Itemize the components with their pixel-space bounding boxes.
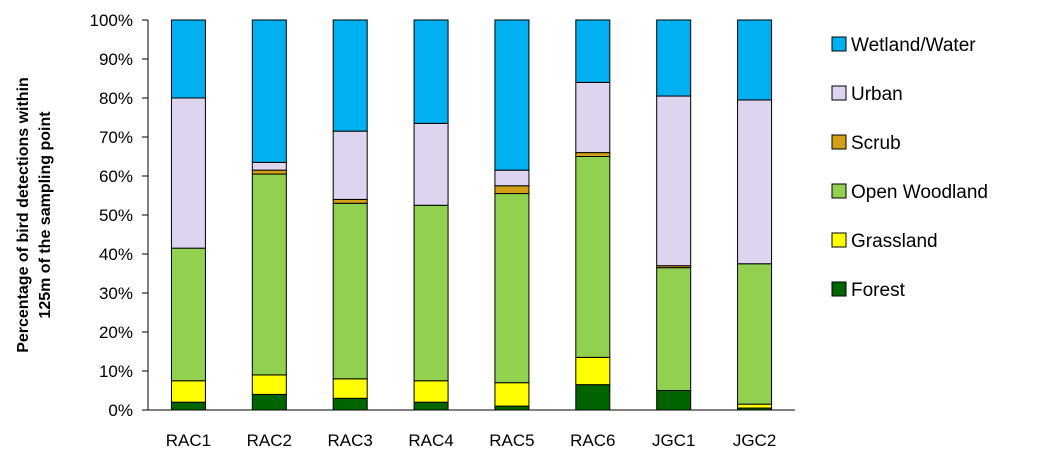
bar-segment xyxy=(737,19,773,101)
legend-label: Open Woodland xyxy=(851,182,988,203)
bars xyxy=(170,19,773,411)
bar-segment xyxy=(575,384,611,411)
bar-segment xyxy=(494,382,530,407)
bar-segment xyxy=(251,173,287,376)
x-tick-label: RAC5 xyxy=(489,431,534,450)
bar-segment xyxy=(656,95,692,267)
bar-stack xyxy=(251,19,287,411)
bar-segment xyxy=(170,247,206,382)
bar-segment xyxy=(251,19,287,163)
bar-segment xyxy=(170,401,206,411)
bar-segment xyxy=(170,97,206,249)
bar-segment xyxy=(332,202,368,380)
bar-stack xyxy=(332,19,368,411)
legend-item: Wetland/Water xyxy=(831,35,976,56)
y-tick-label: 50% xyxy=(99,206,133,225)
legend-item: Open Woodland xyxy=(831,182,988,203)
bar-segment xyxy=(656,390,692,411)
legend-label: Wetland/Water xyxy=(851,35,976,56)
legend-label: Forest xyxy=(851,280,906,301)
axes xyxy=(147,20,795,411)
legend-item: Forest xyxy=(831,280,906,301)
legend-swatch xyxy=(831,232,847,248)
y-tick-label: 80% xyxy=(99,89,133,108)
bar-segment xyxy=(251,393,287,411)
y-tick-label: 40% xyxy=(99,245,133,264)
x-tick-label: RAC3 xyxy=(328,431,373,450)
legend-swatch xyxy=(831,134,847,150)
bar-segment xyxy=(170,380,206,403)
y-axis-title: Percentage of bird detections within 125… xyxy=(15,77,54,353)
x-axis-ticks: RAC1 RAC2 RAC3 RAC4 RAC5 RAC6 JGC1 JGC2 xyxy=(166,431,777,450)
bar-segment xyxy=(656,19,692,97)
bar-segment xyxy=(494,169,530,187)
x-tick-label: RAC6 xyxy=(570,431,615,450)
bar-segment xyxy=(494,185,530,195)
y-tick-label: 0% xyxy=(108,401,133,420)
y-tick-label: 90% xyxy=(99,50,133,69)
bar-segment xyxy=(332,19,368,132)
x-tick-label: RAC1 xyxy=(166,431,211,450)
y-axis-ticks: 0% 10% 20% 30% 40% 50% 60% 70% 80% 90% 100% xyxy=(90,11,148,420)
bar-segment xyxy=(251,169,287,175)
bar-segment xyxy=(413,19,449,124)
y-tick-label: 20% xyxy=(99,323,133,342)
x-tick-label: JGC2 xyxy=(733,431,776,450)
legend-item: Grassland xyxy=(831,231,938,252)
y-tick-label: 10% xyxy=(99,362,133,381)
bar-segment xyxy=(575,356,611,386)
legend: Wetland/Water Urban Scrub Open Woodland Gras… xyxy=(831,35,988,301)
bar-stack xyxy=(737,19,773,411)
bar-segment xyxy=(575,81,611,154)
x-tick-label: RAC4 xyxy=(408,431,453,450)
bar-segment xyxy=(413,122,449,206)
bar-segment xyxy=(332,130,368,200)
bar-segment xyxy=(494,405,530,411)
legend-swatch xyxy=(831,281,847,297)
legend-item: Urban xyxy=(831,84,903,105)
bar-segment xyxy=(575,19,611,83)
bar-segment xyxy=(332,198,368,204)
bar-segment xyxy=(413,380,449,403)
legend-swatch xyxy=(831,183,847,199)
y-axis-title-line-1: Percentage of bird detections within xyxy=(15,77,32,353)
bar-stack xyxy=(170,19,206,411)
y-tick-label: 60% xyxy=(99,167,133,186)
legend-swatch xyxy=(831,36,847,52)
bar-segment xyxy=(494,193,530,384)
bar-segment xyxy=(494,19,530,171)
bar-segment xyxy=(575,156,611,358)
legend-label: Urban xyxy=(851,84,903,105)
bar-segment xyxy=(332,397,368,411)
bar-segment xyxy=(575,152,611,158)
legend-label: Grassland xyxy=(851,231,938,252)
y-axis-title-line-2: 125m of the sampling point xyxy=(37,111,54,319)
bar-segment xyxy=(737,99,773,265)
bar-segment xyxy=(656,267,692,391)
bar-segment xyxy=(413,401,449,411)
y-tick-label: 70% xyxy=(99,128,133,147)
bar-segment xyxy=(170,19,206,99)
bar-stack xyxy=(575,19,611,411)
bar-stack xyxy=(656,19,692,411)
bar-segment xyxy=(413,204,449,382)
bar-segment xyxy=(251,161,287,171)
bar-segment xyxy=(737,403,773,409)
y-tick-label: 100% xyxy=(90,11,133,30)
y-tick-label: 30% xyxy=(99,284,133,303)
bar-stack xyxy=(494,19,530,411)
x-tick-label: JGC1 xyxy=(652,431,695,450)
bar-segment xyxy=(251,374,287,395)
x-tick-label: RAC2 xyxy=(247,431,292,450)
legend-swatch xyxy=(831,85,847,101)
legend-label: Scrub xyxy=(851,133,901,154)
bar-segment xyxy=(737,263,773,405)
bar-stack xyxy=(413,19,449,411)
legend-item: Scrub xyxy=(831,133,901,154)
bar-segment xyxy=(332,378,368,399)
